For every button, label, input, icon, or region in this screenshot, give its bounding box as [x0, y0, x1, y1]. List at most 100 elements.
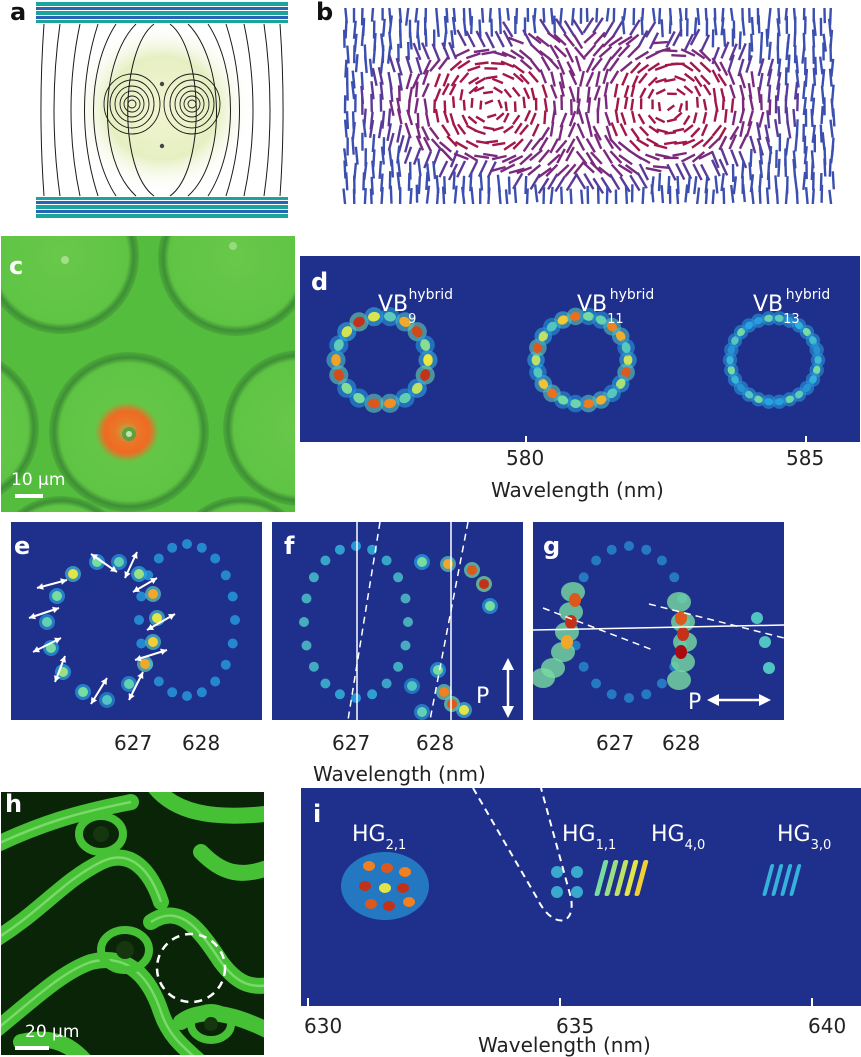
- director-segment: [407, 74, 411, 89]
- director-segment: [435, 89, 440, 102]
- director-segment: [515, 123, 522, 133]
- director-segment: [730, 85, 735, 99]
- director-segment: [527, 189, 528, 205]
- director-segment: [751, 34, 752, 52]
- panel-e-spectrum: [11, 522, 262, 720]
- director-segment: [472, 98, 473, 108]
- director-segment: [685, 185, 687, 203]
- director-segment: [410, 188, 411, 204]
- director-segment: [806, 187, 808, 204]
- director-segment: [409, 173, 410, 191]
- director-segment: [718, 74, 726, 86]
- director-segment: [740, 31, 741, 49]
- director-segment: [759, 112, 763, 128]
- director-segment: [515, 101, 516, 112]
- director-segment: [506, 189, 508, 204]
- ghost-spot: [351, 541, 361, 551]
- director-segment: [471, 16, 472, 34]
- director-segment: [464, 100, 465, 111]
- tick-e-628: 628: [182, 731, 220, 755]
- director-segment: [724, 188, 725, 204]
- director-segment: [425, 99, 427, 113]
- director-segment: [684, 125, 693, 132]
- director-segment: [442, 125, 450, 136]
- director-segment: [631, 99, 633, 111]
- director-segment: [475, 63, 489, 65]
- ghost-spot: [657, 679, 667, 689]
- director-segment: [642, 17, 643, 35]
- director-segment: [653, 8, 655, 21]
- director-segment: [373, 68, 377, 86]
- director-segment: [551, 72, 554, 87]
- director-segment: [743, 184, 745, 202]
- tick-f-628: 628: [416, 731, 454, 755]
- spot: [459, 705, 469, 715]
- ghost-spot: [669, 572, 679, 582]
- director-segment: [775, 119, 778, 137]
- mode-label-vb13: VB13hybrid: [753, 292, 844, 317]
- director-segment: [494, 87, 503, 92]
- director-segment: [529, 72, 538, 83]
- ghost-spot: [228, 592, 238, 602]
- hg11-lobe: [551, 886, 563, 898]
- mode-label-hg30: HG3,0: [777, 822, 831, 847]
- director-segment: [831, 120, 833, 138]
- hg21-lobe: [359, 881, 371, 891]
- panel-i-xlabel: Wavelength (nm): [478, 1033, 651, 1057]
- director-segment: [653, 166, 669, 168]
- director-segment: [471, 187, 473, 204]
- director-segment: [574, 35, 582, 49]
- director-segment: [729, 71, 735, 85]
- director-segment: [544, 111, 545, 125]
- director-segment: [576, 56, 581, 71]
- panel-a-label: a: [10, 0, 26, 26]
- director-segment: [797, 189, 798, 204]
- spot: [763, 662, 775, 674]
- director-segment: [626, 186, 627, 204]
- director-segment: [453, 96, 454, 108]
- director-segment: [654, 145, 667, 148]
- director-segment: [677, 189, 678, 204]
- director-segment: [372, 161, 374, 179]
- director-segment: [447, 136, 457, 146]
- tick-d-585-mark: [805, 436, 807, 443]
- vb9-spot: [331, 354, 341, 366]
- director-segment: [611, 71, 619, 84]
- director-segment: [430, 59, 440, 71]
- spot: [148, 589, 158, 599]
- director-segment: [684, 86, 692, 93]
- spot: [751, 612, 763, 624]
- ghost-spot: [382, 556, 392, 566]
- arrow-head: [759, 694, 771, 706]
- spot: [417, 557, 427, 567]
- ghost-spot: [607, 689, 617, 699]
- director-segment: [363, 172, 364, 190]
- director-segment: [605, 82, 608, 96]
- director-segment: [493, 127, 504, 130]
- director-segment: [623, 16, 625, 34]
- director-segment: [434, 148, 440, 165]
- director-segment: [525, 110, 530, 121]
- ghost-spot: [382, 679, 392, 689]
- director-segment: [418, 158, 420, 176]
- top-mirror: [36, 2, 288, 23]
- director-segment: [752, 17, 753, 35]
- ghost-spot: [182, 539, 192, 549]
- director-segment: [639, 73, 647, 83]
- director-segment: [443, 187, 444, 204]
- ghost-spot: [134, 615, 144, 625]
- polarizer-label-g: P: [688, 690, 701, 715]
- spot: [447, 699, 457, 709]
- director-segment: [713, 125, 722, 136]
- director-segment: [513, 139, 523, 149]
- director-segment: [497, 113, 504, 119]
- director-segment: [528, 165, 540, 175]
- director-segment: [694, 176, 696, 194]
- director-segment: [383, 19, 385, 37]
- ghost-spot: [182, 691, 192, 701]
- ghost-spot: [230, 615, 240, 625]
- spot: [134, 569, 144, 579]
- director-segment: [521, 60, 532, 69]
- director-segment: [492, 143, 505, 145]
- director-segment: [752, 71, 754, 87]
